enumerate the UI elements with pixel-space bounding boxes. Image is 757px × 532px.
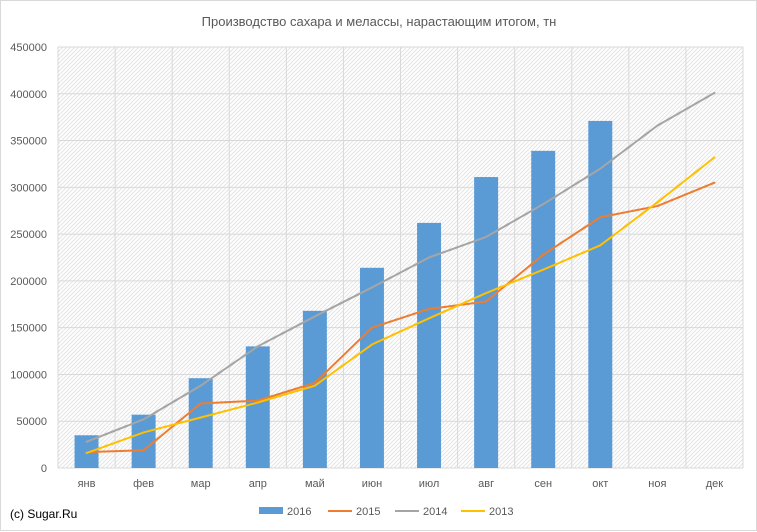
bar-2016-июн [359,267,384,468]
y-tick-label: 450000 [10,42,47,54]
x-tick-label: окт [592,478,608,490]
y-tick-label: 400000 [10,89,47,101]
chart-title: Производство сахара и мелассы, нарастающ… [202,14,557,29]
bar-2016-апр [245,346,270,468]
y-tick-label: 200000 [10,276,47,288]
bar-2016-фев [131,414,156,468]
bar-2016-мар [188,378,213,468]
bar-2016-окт [588,120,613,469]
y-tick-label: 250000 [10,229,47,241]
x-tick-label: сен [534,478,552,490]
x-tick-label: дек [706,478,724,490]
x-tick-label: июн [362,478,382,490]
bar-2016-сен [531,150,556,468]
legend-swatch-2016 [259,507,283,514]
line-series-2014 [85,91,716,443]
y-axis-ticks: 0 50000 100000 150000 200000 250000 300000 3500… [10,42,47,475]
legend-label-2014: 2014 [423,506,447,518]
legend-label-2016: 2016 [287,506,311,518]
x-tick-label: май [305,478,325,490]
x-tick-label: авг [478,478,494,490]
x-axis-ticks: янв фев мар апр май июн июл авг сен окт ноя дек [78,478,724,490]
y-tick-label: 150000 [10,323,47,335]
y-tick-label: 0 [41,463,47,475]
line-series-2015 [85,181,716,454]
x-tick-label: фев [133,478,154,490]
y-tick-label: 100000 [10,369,47,381]
x-tick-label: мар [191,478,211,490]
bar-2016-июл [417,222,442,468]
legend-label-2015: 2015 [356,506,380,518]
bar-2016-май [302,310,327,468]
credit-text: (c) Sugar.Ru [10,507,78,521]
x-tick-label: апр [249,478,267,490]
x-tick-label: янв [78,478,96,490]
bar-2016-авг [474,177,499,468]
x-tick-label: ноя [648,478,666,490]
legend: 2016 2015 2014 2013 [259,506,513,518]
line-series [85,91,716,455]
legend-label-2013: 2013 [489,506,513,518]
bar-series [74,120,613,469]
y-tick-label: 350000 [10,136,47,148]
grid-lines [57,46,744,469]
y-tick-label: 50000 [16,416,47,428]
line-series-2013 [85,156,716,455]
y-tick-label: 300000 [10,182,47,194]
x-tick-label: июл [419,478,440,490]
